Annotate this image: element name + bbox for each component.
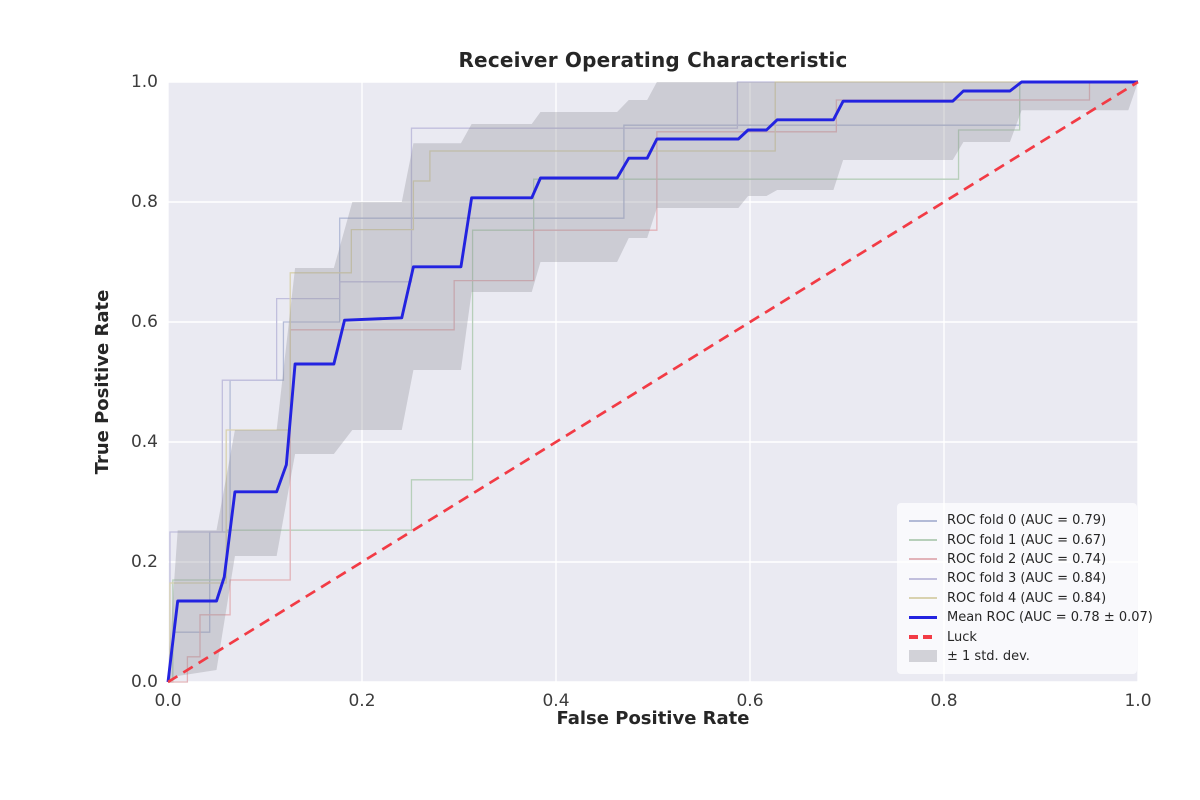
chart-title: Receiver Operating Characteristic — [458, 48, 848, 72]
legend-label: ROC fold 4 (AUC = 0.84) — [947, 590, 1107, 606]
legend-swatch-dashed-icon — [909, 635, 937, 639]
legend-item: ROC fold 0 (AUC = 0.79) — [909, 511, 1127, 530]
legend-swatch-patch-icon — [909, 650, 937, 663]
legend-swatch-thin-icon — [909, 519, 937, 522]
y-tick-label: 0.6 — [130, 312, 158, 332]
x-tick-label: 0.2 — [348, 691, 376, 711]
legend-label: ROC fold 3 (AUC = 0.84) — [947, 571, 1107, 587]
y-tick-label: 0.8 — [130, 192, 158, 212]
mean-roc-line — [166, 80, 1138, 683]
legend-swatch-thin-icon — [909, 558, 937, 561]
std-dev-band — [168, 82, 1138, 682]
x-tick-label: 0.6 — [736, 691, 764, 711]
x-tick-label: 0.8 — [930, 691, 958, 711]
legend-label: Luck — [947, 629, 977, 645]
legend-item: ROC fold 1 (AUC = 0.67) — [909, 530, 1127, 549]
legend-swatch-thick-icon — [909, 615, 937, 620]
luck-line — [167, 80, 1139, 684]
legend-label: ROC fold 2 (AUC = 0.74) — [947, 551, 1107, 567]
legend-swatch-thin-icon — [909, 539, 937, 542]
roc-fold-4-line — [168, 81, 1138, 683]
roc-fold-0-line — [168, 81, 1138, 683]
legend-label: Mean ROC (AUC = 0.78 ± 0.07) — [947, 610, 1153, 626]
y-tick-label: 0.4 — [130, 432, 158, 452]
legend-item: ROC fold 3 (AUC = 0.84) — [909, 569, 1127, 588]
legend-item: Luck — [909, 627, 1127, 646]
y-tick-label: 0.0 — [130, 672, 158, 692]
legend: ROC fold 0 (AUC = 0.79) ROC fold 1 (AUC =… — [897, 503, 1153, 675]
y-tick-label: 1.0 — [130, 72, 158, 92]
x-axis-label: False Positive Rate — [556, 708, 750, 729]
roc-fold-3-line — [168, 81, 1138, 683]
legend-item: ROC fold 2 (AUC = 0.74) — [909, 550, 1127, 569]
x-tick-label: 0.0 — [154, 691, 182, 711]
legend-label: ROC fold 1 (AUC = 0.67) — [947, 532, 1107, 548]
legend-swatch-thin-icon — [909, 597, 937, 600]
legend-swatch-thin-icon — [909, 577, 937, 580]
legend-item: Mean ROC (AUC = 0.78 ± 0.07) — [909, 608, 1153, 627]
legend-label: ROC fold 0 (AUC = 0.79) — [947, 513, 1107, 529]
legend-label: ± 1 std. dev. — [947, 648, 1030, 664]
x-tick-label: 0.4 — [542, 691, 570, 711]
roc-fold-2-line — [168, 81, 1138, 683]
legend-item: ROC fold 4 (AUC = 0.84) — [909, 589, 1127, 608]
legend-item: ± 1 std. dev. — [909, 647, 1127, 666]
y-tick-label: 0.2 — [130, 552, 158, 572]
roc-fold-1-line — [168, 81, 1138, 683]
x-tick-label: 1.0 — [1124, 691, 1152, 711]
y-axis-label: True Positive Rate — [92, 289, 113, 475]
